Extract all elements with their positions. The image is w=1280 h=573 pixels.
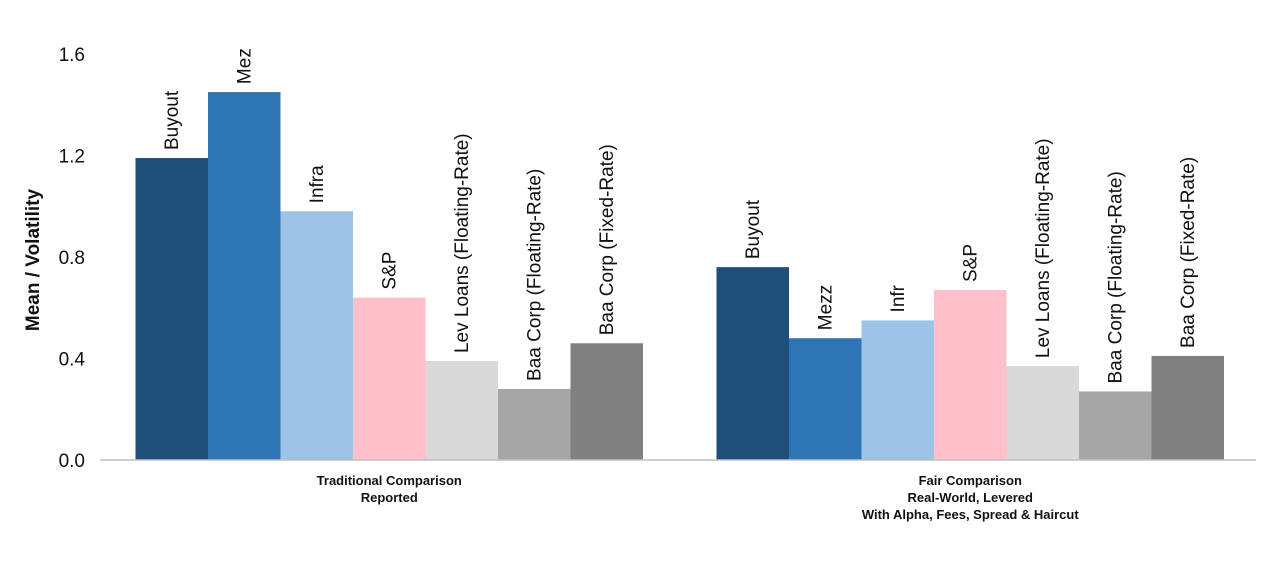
bar-labels: Buyout Mez Infra S&P Lev Loans (Floating-Rat… xyxy=(162,48,1199,383)
group-labels: Traditional Comparison Reported Fair Compa… xyxy=(317,473,1080,522)
bar-label: Buyout xyxy=(743,199,764,259)
group-label-line: Fair Comparison xyxy=(919,473,1022,488)
bar-label: Infr xyxy=(888,284,909,312)
y-axis: 0.0 0.4 0.8 1.2 1.6 xyxy=(59,45,86,472)
bar-label: S&P xyxy=(379,252,400,290)
y-axis-label: Mean / Volatility xyxy=(23,188,44,331)
bar xyxy=(1006,366,1079,460)
group-label-line: Traditional Comparison xyxy=(317,473,462,488)
bar xyxy=(716,267,789,460)
bar-label: Lev Loans (Floating-Rate) xyxy=(452,133,473,353)
bar xyxy=(425,361,498,460)
bar-label: Mez xyxy=(234,48,255,84)
y-tick-label: 1.2 xyxy=(59,147,85,168)
bar xyxy=(353,297,426,460)
bar xyxy=(861,320,934,460)
group-label-line: Reported xyxy=(361,490,418,505)
bar xyxy=(1079,391,1152,460)
bar xyxy=(934,289,1007,460)
y-tick-label: 1.6 xyxy=(59,45,85,66)
bar-label: S&P xyxy=(960,244,981,282)
bar-label: Baa Corp (Floating-Rate) xyxy=(1105,171,1126,383)
bar xyxy=(1151,355,1224,460)
bar xyxy=(280,211,353,460)
y-tick-label: 0.8 xyxy=(59,248,85,269)
bar-label: Lev Loans (Floating-Rate) xyxy=(1033,138,1054,358)
bar xyxy=(498,388,571,460)
bar xyxy=(570,343,643,460)
bar-label: Buyout xyxy=(162,90,183,150)
y-tick-label: 0.4 xyxy=(59,350,86,371)
bar-label: Mezz xyxy=(815,285,836,330)
group-label-line: With Alpha, Fees, Spread & Haircut xyxy=(862,507,1080,522)
y-tick-label: 0.0 xyxy=(59,451,85,472)
bars xyxy=(135,92,1224,460)
bar-label: Baa Corp (Floating-Rate) xyxy=(524,169,545,381)
bar-label: Baa Corp (Fixed-Rate) xyxy=(597,144,618,335)
bar-label: Infra xyxy=(307,165,328,203)
bar-label: Baa Corp (Fixed-Rate) xyxy=(1178,157,1199,348)
group-label-line: Real-World, Levered xyxy=(908,490,1034,505)
bar xyxy=(789,338,862,460)
bar xyxy=(135,158,208,460)
bar xyxy=(208,92,281,460)
